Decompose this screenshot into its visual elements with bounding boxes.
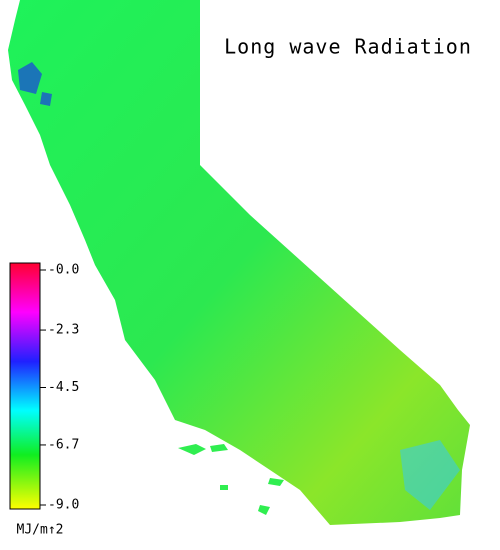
colorbar-tick-label: -0.0 xyxy=(48,263,79,278)
california-map xyxy=(8,0,470,525)
colorbar-tick-label: -9.0 xyxy=(48,498,79,513)
colorbar-tick-label: -6.7 xyxy=(48,437,79,452)
colorbar-unit: MJ/m↑2 xyxy=(17,523,64,538)
colorbar-tick-label: -4.5 xyxy=(48,380,79,395)
colorbar-gradient xyxy=(9,262,41,510)
map-title: Long wave Radiation xyxy=(224,35,472,59)
colorbar xyxy=(9,262,41,510)
colorbar-tick-label: -2.3 xyxy=(48,323,79,338)
